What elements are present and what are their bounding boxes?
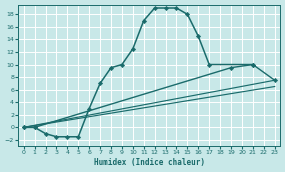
X-axis label: Humidex (Indice chaleur): Humidex (Indice chaleur): [94, 158, 205, 167]
